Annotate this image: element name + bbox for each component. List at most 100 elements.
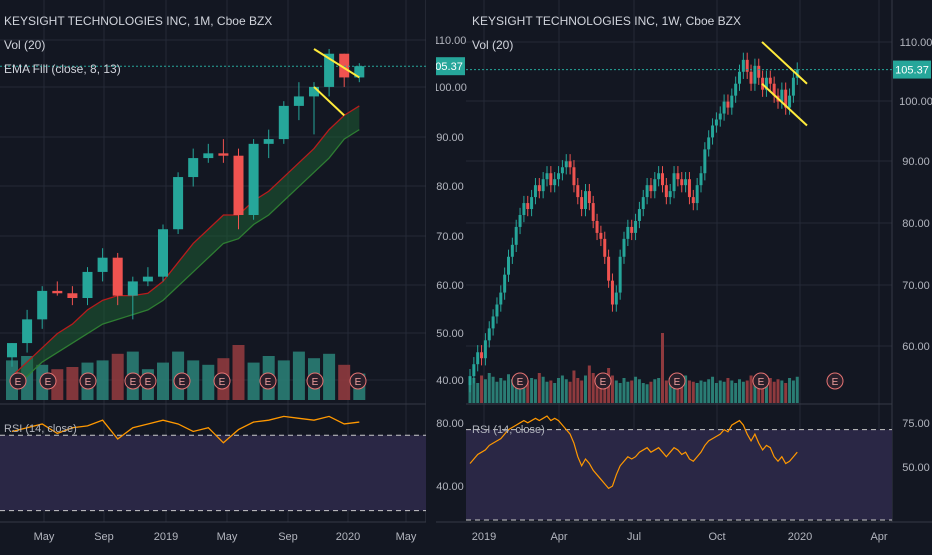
candle-body	[568, 161, 572, 168]
volume-bar	[664, 380, 668, 403]
earnings-marker[interactable]	[213, 372, 231, 390]
price-tick-label: 80.00	[436, 181, 464, 193]
rsi-band-fill	[0, 435, 426, 511]
volume-bar	[530, 378, 534, 403]
candle-body	[324, 53, 335, 87]
price-tick-label: 100.00	[433, 82, 467, 94]
candle-body	[576, 185, 580, 198]
volume-bar	[637, 379, 641, 403]
earnings-marker[interactable]	[594, 372, 612, 390]
candle-body	[610, 280, 614, 305]
candle-body	[158, 229, 168, 277]
time-tick-label: Apr	[870, 531, 887, 543]
earnings-marker[interactable]	[668, 372, 686, 390]
monthly-rsi-band	[0, 434, 426, 512]
candle-body	[680, 179, 684, 186]
rsi-tick-label: 40.00	[436, 481, 464, 493]
channel-trendline[interactable]	[761, 41, 808, 85]
volume-bar	[757, 379, 761, 403]
candle-body	[784, 89, 788, 108]
volume-bar	[541, 376, 545, 403]
monthly-rsi-label[interactable]: RSI (14, close)	[4, 423, 77, 435]
volume-bar	[584, 375, 587, 403]
monthly-axes: 110.00 100.00 90.00 80.00 70.00 60.00 50.00 40.…	[34, 35, 467, 543]
volume-bar	[718, 380, 722, 403]
panel-divider[interactable]	[426, 0, 436, 550]
earnings-marker[interactable]	[511, 372, 529, 390]
last-price-tag	[893, 60, 931, 79]
candle-body	[768, 77, 772, 84]
volume-bar	[687, 380, 691, 403]
volume-bar	[703, 381, 707, 403]
channel-trendline[interactable]	[313, 86, 345, 117]
earnings-marker[interactable]	[139, 372, 157, 390]
monthly-vol-label[interactable]: Vol (20)	[4, 38, 45, 52]
volume-bar	[695, 383, 699, 403]
ema-slow-line	[11, 129, 360, 387]
earnings-marker[interactable]	[349, 372, 367, 390]
rsi-line	[469, 415, 798, 490]
volume-bar	[672, 381, 676, 403]
earnings-marker[interactable]	[259, 372, 277, 390]
candle-body	[595, 220, 599, 233]
earnings-marker[interactable]	[173, 372, 191, 390]
candle-body	[699, 173, 703, 186]
candle-body	[637, 209, 641, 221]
volume-bar	[495, 381, 499, 403]
candle-body	[734, 83, 738, 96]
candle-body	[580, 197, 584, 210]
volume-bar	[187, 360, 200, 400]
candle-body	[791, 77, 795, 96]
price-tick-label: 50.00	[436, 328, 464, 340]
candle-body	[741, 59, 745, 72]
candle-body	[487, 328, 491, 341]
volume-bar	[645, 384, 649, 403]
earnings-marker[interactable]	[752, 372, 770, 390]
weekly-vol-label[interactable]: Vol (20)	[472, 38, 513, 52]
price-tick-label: 110.00	[900, 37, 932, 49]
volume-bar	[96, 360, 109, 400]
earnings-marker[interactable]	[79, 372, 97, 390]
volume-bar	[788, 378, 792, 403]
earnings-marker[interactable]	[39, 372, 57, 390]
candle-body	[703, 149, 707, 174]
candle-body	[722, 101, 726, 114]
volume-bar	[202, 364, 215, 400]
candle-body	[533, 185, 537, 198]
earnings-marker-label: E	[517, 377, 524, 388]
weekly-rsi-label[interactable]: RSI (14, close)	[472, 424, 545, 436]
time-tick-label: May	[217, 531, 238, 543]
monthly-ema-label[interactable]: EMA Fill (close, 8, 13)	[4, 62, 121, 76]
weekly-title: KEYSIGHT TECHNOLOGIES INC, 1W, Cboe BZX	[472, 14, 741, 28]
candle-body	[780, 89, 784, 102]
candle-body	[641, 197, 645, 210]
volume-bar	[653, 379, 657, 403]
volume-bar	[622, 378, 626, 403]
candle-body	[668, 191, 672, 198]
volume-bar	[483, 379, 487, 403]
channel-trendline[interactable]	[313, 48, 360, 79]
rsi-tick-label: 50.00	[902, 462, 930, 474]
candle-body	[657, 173, 661, 180]
weekly-chart-panel[interactable]: E E E E E 110.00 100.00 90.00 80.00 70.00 60.00 75…	[466, 0, 932, 543]
volume-bar	[476, 383, 480, 403]
earnings-marker-label: E	[85, 377, 92, 388]
volume-bar	[21, 356, 34, 400]
earnings-marker[interactable]	[9, 372, 27, 390]
volume-bar	[764, 380, 768, 403]
earnings-marker[interactable]	[306, 372, 324, 390]
candle-body	[634, 220, 638, 233]
earnings-marker[interactable]	[826, 372, 844, 390]
time-tick-label: May	[34, 531, 55, 543]
volume-bar	[776, 379, 780, 403]
volume-bar	[510, 379, 514, 403]
channel-trendline[interactable]	[761, 82, 808, 127]
candle-body	[188, 158, 199, 178]
candle-body	[541, 179, 545, 192]
earnings-marker-label: E	[145, 377, 152, 388]
candle-body	[248, 143, 259, 215]
volume-bar	[323, 353, 336, 400]
earnings-marker-label: E	[355, 377, 362, 388]
